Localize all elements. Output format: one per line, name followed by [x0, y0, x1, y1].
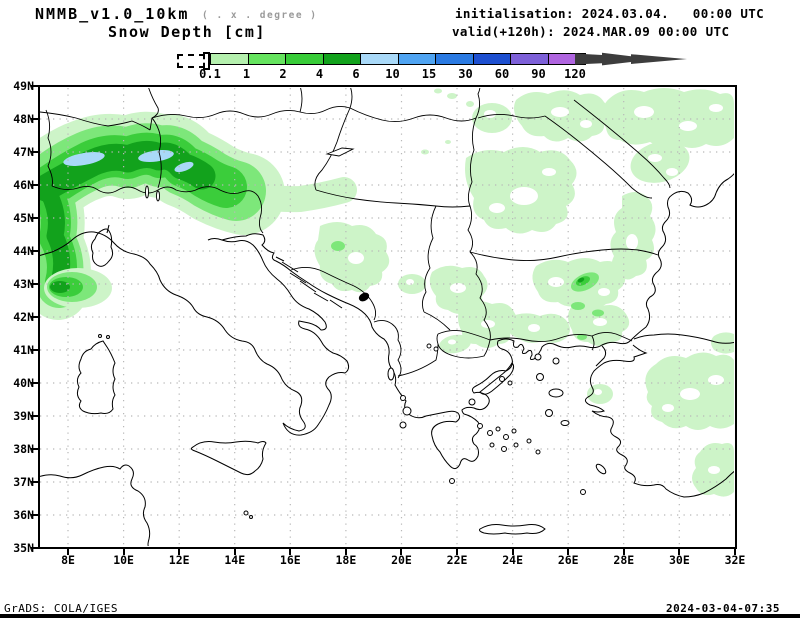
lon-axis-label: 32E — [724, 553, 746, 567]
colorbar-segment-2-4 — [285, 54, 323, 64]
lat-axis-tick — [31, 217, 38, 219]
lon-axis-label: 20E — [391, 553, 412, 567]
lat-axis-label: 39N — [13, 409, 34, 423]
lon-axis-label: 10E — [113, 553, 134, 567]
lat-axis-label: 44N — [13, 244, 34, 258]
lon-axis-label: 16E — [279, 553, 301, 567]
shading-holes — [348, 104, 724, 474]
lat-axis-tick — [31, 250, 38, 252]
model-title-note: ( . x . degree ) — [202, 10, 318, 21]
lon-axis-tick — [733, 549, 736, 555]
lon-axis-label: 14E — [224, 553, 246, 567]
colorbar-tick-label: 2 — [279, 67, 287, 81]
colorbar-tick-label: 120 — [564, 67, 586, 81]
lat-axis-tick — [31, 415, 38, 417]
lat-axis-label: 42N — [13, 310, 34, 324]
lat-axis-tick — [31, 349, 38, 351]
lat-axis-label: 40N — [13, 376, 34, 390]
lat-axis-tick — [31, 514, 38, 516]
lat-axis-tick — [31, 481, 38, 483]
lat-axis-label: 43N — [13, 277, 34, 291]
lat-axis-tick — [31, 316, 38, 318]
lat-axis-label: 41N — [13, 343, 34, 357]
colorbar-segment-6-10 — [360, 54, 398, 64]
lon-axis-label: 12E — [168, 553, 190, 567]
model-title: NMMB_v1.0_10km — [35, 5, 190, 23]
country-borders — [40, 88, 671, 379]
colorbar-tick-label: 0.1 — [199, 67, 221, 81]
lat-axis-tick — [31, 382, 38, 384]
lon-axis-tick — [67, 549, 69, 555]
lon-axis-label: 24E — [502, 553, 524, 567]
lat-axis-tick — [31, 547, 38, 549]
lat-axis-label: 45N — [13, 211, 34, 225]
colorbar-segment-0.1-1 — [211, 54, 248, 64]
colorbar-segment-90-120 — [547, 54, 585, 64]
lat-axis-label: 38N — [13, 442, 34, 456]
valid-time: valid(+120h): 2024.MAR.09 00:00 UTC — [452, 24, 730, 39]
colorbar-tick-label: 15 — [421, 67, 437, 81]
lat-axis-label: 48N — [13, 112, 34, 126]
colorbar-tick-label: 60 — [494, 67, 510, 81]
lon-axis-tick — [400, 549, 403, 555]
lon-axis-tick — [678, 549, 681, 555]
colorbar-tick-label: 90 — [531, 67, 546, 81]
colorbar-left-bracket — [203, 52, 210, 70]
colorbar-overflow-arrow — [575, 52, 687, 66]
lon-axis-tick — [122, 549, 125, 555]
lon-axis-tick — [622, 549, 625, 555]
lat-axis-tick — [31, 85, 38, 87]
creation-timestamp: 2024-03-04-07:35 — [666, 602, 780, 615]
map-canvas — [40, 88, 734, 546]
lakes — [145, 147, 439, 352]
colorbar-tick-label: 30 — [458, 67, 473, 81]
lon-axis-label: 8E — [61, 553, 75, 567]
lon-axis-label: 18E — [335, 553, 357, 567]
lat-axis-tick — [31, 448, 38, 450]
lon-axis-tick — [344, 549, 347, 555]
colorbar-tick-label: 4 — [315, 67, 324, 81]
colorbar-segment-15-30 — [435, 54, 473, 64]
lat-axis-label: 46N — [13, 178, 34, 192]
colorbar-underflow-box — [177, 54, 205, 68]
lon-axis-label: 26E — [557, 553, 579, 567]
lat-axis-label: 47N — [13, 145, 34, 159]
lon-axis-tick — [233, 549, 236, 555]
lon-axis-label: 28E — [613, 553, 635, 567]
snow-depth-shading — [40, 88, 734, 497]
coastlines — [40, 173, 734, 546]
bottom-edge-strip — [0, 614, 800, 618]
lat-axis-label: 37N — [13, 475, 34, 489]
lon-axis-tick — [289, 549, 292, 555]
lon-axis-tick — [567, 549, 570, 555]
lat-axis-tick — [31, 151, 38, 153]
lat-axis-label: 36N — [13, 508, 34, 522]
colorbar-segment-60-90 — [510, 54, 548, 64]
colorbar-segment-30-60 — [472, 54, 510, 64]
colorbar-segment-1-2 — [247, 54, 285, 64]
lon-axis-tick — [511, 549, 514, 555]
lon-axis-tick — [178, 549, 181, 555]
colorbar-tick-label: 1 — [242, 67, 251, 81]
initialisation-time: initialisation: 2024.03.04. 00:00 UTC — [455, 6, 765, 21]
colorbar-tick-label: 10 — [385, 67, 400, 81]
variable-title: Snow Depth [cm] — [108, 23, 266, 41]
grads-credit: GrADS: COLA/IGES — [4, 602, 118, 615]
lat-axis-label: 49N — [13, 79, 34, 93]
lat-axis-tick — [31, 184, 38, 186]
colorbar-tick-label: 6 — [352, 67, 360, 81]
lat-axis-tick — [31, 283, 38, 285]
colorbar — [210, 53, 586, 65]
lat-axis-tick — [31, 118, 38, 120]
colorbar-segment-10-15 — [397, 54, 435, 64]
lon-axis-label: 30E — [668, 553, 690, 567]
colorbar-segment-4-6 — [322, 54, 360, 64]
lon-axis-label: 22E — [446, 553, 468, 567]
lon-axis-tick — [456, 549, 459, 555]
lat-axis-label: 35N — [13, 541, 34, 555]
